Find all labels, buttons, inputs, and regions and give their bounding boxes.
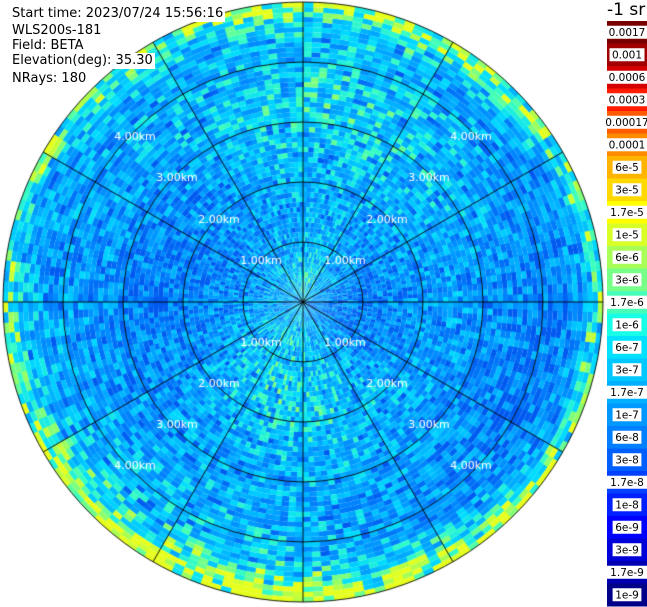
colorbar-label-bg <box>612 408 642 422</box>
colorbar-label-bg <box>612 543 642 557</box>
colorbar-label-bg <box>612 183 642 197</box>
colorbar-label-bg <box>606 70 647 84</box>
colorbar-label-bg <box>606 475 647 489</box>
colorbar-label-bg <box>612 250 642 264</box>
colorbar-label-bg <box>612 340 642 354</box>
colorbar-label-bg <box>606 295 647 309</box>
colorbar-tick-label: 6e-5 <box>615 162 639 174</box>
elevation-label: Elevation(deg): 35.30 <box>10 53 155 69</box>
colorbar-unit-label: -1 sr <box>607 0 646 20</box>
colorbar-tick-label: 3e-6 <box>615 275 639 287</box>
colorbar-tick-label: 1.7e-6 <box>610 297 644 309</box>
colorbar-tick-label: 3e-8 <box>615 455 639 467</box>
colorbar-tick-label: 3e-9 <box>615 545 639 557</box>
colorbar-tick-label: 6e-7 <box>615 342 639 354</box>
colorbar-tick-label: 0.0001 <box>609 140 646 152</box>
colorbar-tick-label: 0.0006 <box>609 72 646 84</box>
colorbar-tick-label: 1e-7 <box>615 410 639 422</box>
colorbar-tick-label: 1.7e-9 <box>610 567 644 579</box>
colorbar-label-bg <box>606 93 647 107</box>
colorbar-label-bg <box>612 228 642 242</box>
colorbar-label-bg <box>612 160 642 174</box>
colorbar-label-bg <box>606 25 647 39</box>
colorbar-label-bg <box>606 565 647 579</box>
colorbar-label-bg <box>606 205 647 219</box>
colorbar-tick-label: 1e-9 <box>615 590 639 602</box>
colorbar-tick-label: 1.7e-7 <box>610 387 644 399</box>
colorbar-tick-label: 0.00017 <box>605 117 647 129</box>
colorbar-tick-label: 6e-9 <box>615 522 639 534</box>
colorbar-tick-label: 1.7e-5 <box>610 207 644 219</box>
colorbar-tick-label: 1.7e-8 <box>610 477 644 489</box>
colorbar-label-bg <box>612 453 642 467</box>
colorbar-label-bg <box>606 385 647 399</box>
colorbar-label-bg <box>612 430 642 444</box>
colorbar-tick-label: 0.0003 <box>609 95 646 107</box>
start-time-label: Start time: 2023/07/24 15:56:16 <box>10 6 226 22</box>
colorbar-label-bg <box>612 498 642 512</box>
colorbar-label-bg <box>612 273 642 287</box>
colorbar-label-bg <box>612 588 642 602</box>
colorbar-tick-label: 0.0017 <box>609 27 646 39</box>
colorbar-tick-label: 3e-5 <box>615 185 639 197</box>
colorbar-tick-label: 1e-6 <box>615 320 639 332</box>
instrument-label: WLS200s-181 <box>10 23 104 39</box>
colorbar-label-bg <box>606 138 647 152</box>
colorbar-tick-label: 3e-7 <box>615 365 639 377</box>
colorbar-label-bg <box>612 520 642 534</box>
colorbar-label-bg <box>603 115 647 129</box>
field-label: Field: BETA <box>10 38 86 54</box>
colorbar-label-bg <box>612 363 642 377</box>
colorbar-tick-label: 6e-8 <box>615 432 639 444</box>
colorbar-tick-label: 1e-8 <box>615 500 639 512</box>
nrays-label: NRays: 180 <box>10 71 89 87</box>
colorbar-tick-label: 0.001 <box>612 50 642 62</box>
colorbar-tick-label: 1e-5 <box>615 230 639 242</box>
colorbar-label-bg <box>609 48 645 62</box>
colorbar-tick-label: 6e-6 <box>615 252 639 264</box>
colorbar-label-bg <box>612 318 642 332</box>
